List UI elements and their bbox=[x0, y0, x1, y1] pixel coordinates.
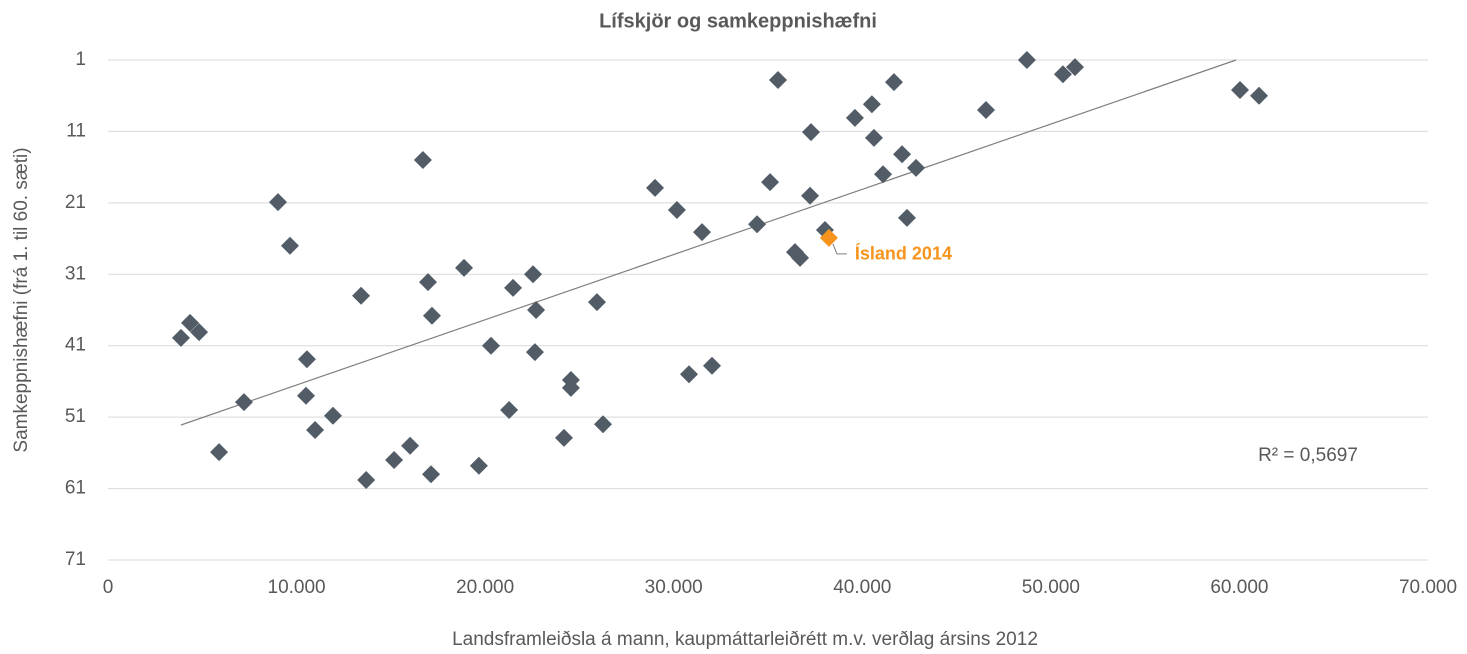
point bbox=[561, 378, 580, 397]
point bbox=[234, 393, 253, 412]
point bbox=[525, 343, 544, 362]
point bbox=[679, 365, 698, 384]
point bbox=[527, 301, 546, 319]
point bbox=[210, 443, 229, 462]
point bbox=[280, 236, 299, 255]
point bbox=[594, 415, 612, 434]
point bbox=[693, 223, 711, 242]
trendline bbox=[180, 59, 1237, 426]
point bbox=[352, 286, 371, 305]
point bbox=[385, 451, 404, 469]
point bbox=[893, 145, 912, 164]
point bbox=[422, 306, 441, 325]
point bbox=[455, 258, 474, 277]
y-tick-label: 71 bbox=[65, 549, 86, 570]
point bbox=[190, 323, 209, 342]
x-tick-label: 70.000 bbox=[1399, 577, 1457, 598]
point bbox=[819, 228, 838, 247]
annotation-label: Ísland 2014 bbox=[855, 243, 952, 264]
point bbox=[864, 128, 883, 147]
annotation-leader bbox=[832, 243, 847, 255]
point bbox=[801, 186, 820, 205]
point bbox=[323, 406, 342, 425]
point bbox=[801, 123, 820, 142]
y-tick-label: 61 bbox=[65, 478, 86, 499]
point bbox=[554, 428, 573, 447]
point bbox=[401, 436, 420, 455]
y-tick-label: 31 bbox=[65, 263, 86, 284]
point bbox=[357, 471, 376, 489]
point bbox=[422, 465, 441, 484]
point bbox=[1053, 65, 1072, 84]
point bbox=[419, 273, 438, 292]
point bbox=[413, 151, 432, 169]
y-tick-label: 11 bbox=[66, 120, 86, 141]
point bbox=[646, 178, 665, 197]
x-axis-label: Landsframleiðsla á mann, kaupmáttarleiðr… bbox=[452, 629, 1038, 650]
point bbox=[897, 208, 916, 227]
point bbox=[748, 215, 767, 234]
y-tick-label: 1 bbox=[75, 49, 86, 70]
y-tick-label: 51 bbox=[65, 406, 86, 427]
x-tick-label: 50.000 bbox=[1022, 577, 1080, 598]
x-tick-label: 0 bbox=[103, 577, 114, 598]
x-tick-label: 40.000 bbox=[833, 577, 891, 598]
chart-title: Lífskjör og samkeppnishæfni bbox=[599, 10, 877, 32]
point bbox=[524, 265, 543, 284]
x-tick-label: 20.000 bbox=[456, 577, 514, 598]
r-squared: R² = 0,5697 bbox=[1258, 445, 1358, 466]
point bbox=[500, 401, 519, 419]
x-tick-label: 10.000 bbox=[268, 577, 326, 598]
point bbox=[884, 73, 903, 92]
point bbox=[1230, 81, 1249, 99]
point bbox=[297, 350, 316, 369]
point bbox=[874, 165, 893, 184]
y-axis-label: Samkeppnishæfni (frá 1. til 60. sæti) bbox=[11, 147, 32, 452]
point bbox=[845, 108, 864, 127]
y-tick-label: 21 bbox=[65, 192, 86, 213]
x-tick-label: 60.000 bbox=[1210, 577, 1268, 598]
point bbox=[1065, 58, 1084, 77]
point bbox=[297, 386, 315, 405]
point bbox=[976, 101, 995, 119]
point bbox=[761, 173, 780, 192]
point bbox=[667, 201, 686, 219]
point bbox=[1250, 86, 1269, 105]
point bbox=[268, 193, 287, 212]
x-tick-label: 30.000 bbox=[645, 577, 703, 598]
point bbox=[791, 248, 810, 267]
point bbox=[306, 421, 325, 439]
point bbox=[1017, 51, 1036, 69]
point bbox=[181, 313, 200, 332]
point bbox=[702, 356, 721, 375]
point bbox=[587, 293, 606, 312]
point bbox=[862, 95, 881, 114]
y-tick-label: 41 bbox=[65, 335, 86, 356]
point bbox=[768, 71, 787, 89]
point bbox=[171, 328, 190, 347]
point bbox=[481, 336, 500, 355]
point bbox=[504, 278, 523, 297]
point bbox=[907, 158, 926, 177]
point bbox=[469, 456, 488, 475]
